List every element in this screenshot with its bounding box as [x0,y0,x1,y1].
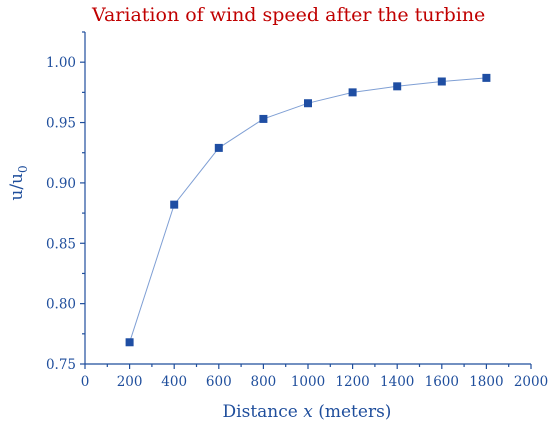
axes [84,32,531,365]
y-tick-label: 1.00 [46,55,76,71]
y-axis-label-subscript: 0 [16,165,30,173]
y-tick-label: 0.80 [46,297,76,313]
x-tick-label: 0 [81,374,90,390]
x-axis-label: Distance x (meters) [223,402,392,422]
data-point [393,82,402,91]
data-point [304,99,312,108]
data-point [214,143,223,152]
x-tick-label: 400 [161,374,187,390]
tick-labels: 0 200 400 600 800 1000 1200 1400 1600 1800 2000 0.7… [46,55,548,390]
y-tick-label: 0.95 [46,116,76,132]
x-tick-label: 600 [206,374,232,390]
x-axis-label-variable: x [303,402,313,422]
y-axis-label-main: u/u [7,173,27,201]
x-axis-label-prefix: Distance [223,402,304,422]
x-tick-label: 1400 [380,374,414,390]
x-tick-label: 800 [251,374,277,390]
data-point [482,73,491,82]
x-tick-label: 1200 [335,374,369,390]
y-tick-label: 0.75 [46,357,76,373]
y-tick-label: 0.85 [46,236,76,252]
y-axis-label: u/u0 [7,165,30,200]
data-point [170,200,179,209]
data-point [259,114,268,123]
tick-marks [80,31,532,369]
y-tick-label: 0.90 [46,176,76,192]
series-line [129,77,487,343]
x-tick-label: 1600 [425,374,459,390]
data-point [348,88,357,97]
x-tick-label: 2000 [514,374,548,390]
series [125,73,491,347]
x-tick-label: 200 [117,374,143,390]
x-tick-label: 1800 [469,374,503,390]
data-point [437,77,446,86]
x-tick-label: 1000 [291,374,325,390]
chart-title: Variation of wind speed after the turbin… [91,4,485,26]
x-axis-label-suffix: (meters) [313,402,392,422]
data-point [125,338,134,347]
